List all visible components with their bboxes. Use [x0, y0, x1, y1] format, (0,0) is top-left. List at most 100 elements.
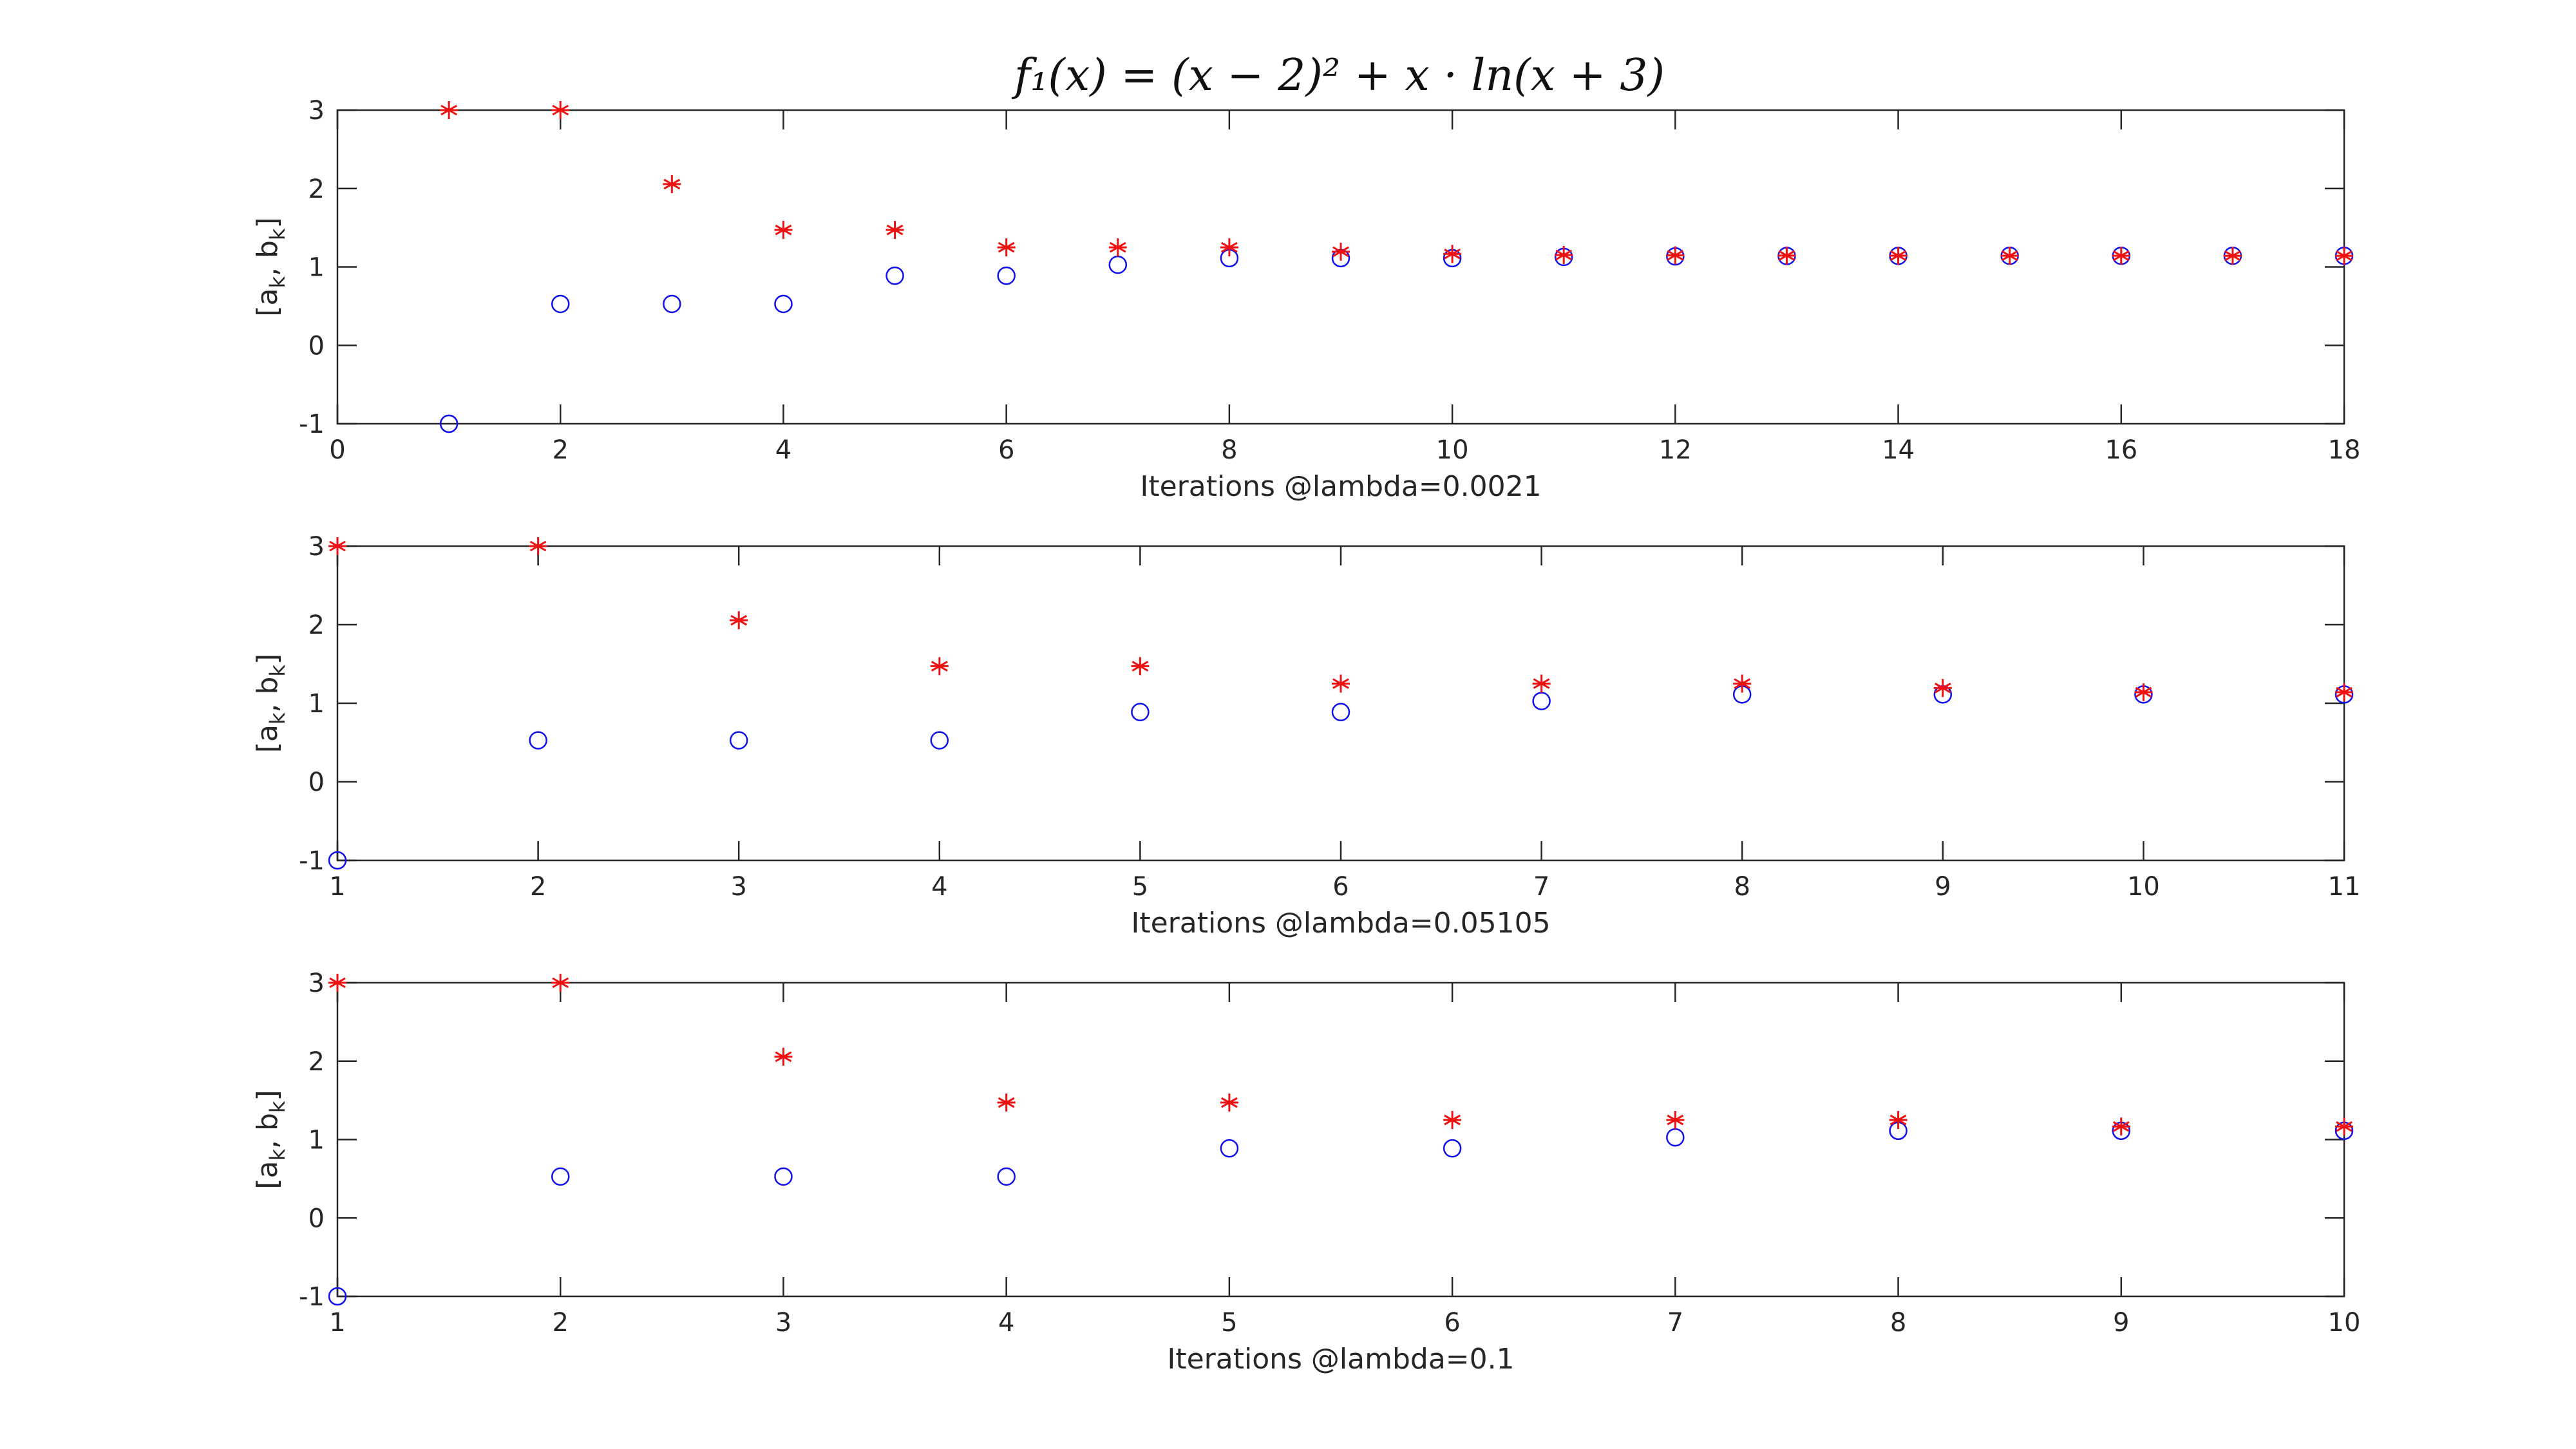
subplot-3: 1 2 3 4 5 6 7 8 9 10 -1 0 1 2 3 Iterations @lambda=0.1 [… — [251, 969, 2360, 1376]
y-axis-label-part: [a — [251, 724, 284, 753]
y-axis-label-part: k — [265, 276, 290, 289]
data-point-asterisk — [328, 537, 346, 555]
data-point-circle — [774, 294, 793, 314]
series-circle — [328, 1121, 2354, 1306]
y-axis-label-part: k — [265, 1149, 290, 1161]
x-tick-label: 2 — [530, 872, 546, 902]
x-tick-label: 0 — [329, 435, 345, 465]
data-point-asterisk — [2134, 683, 2153, 701]
data-point-asterisk — [440, 101, 459, 119]
y-tick-label: 3 — [308, 969, 325, 998]
data-point-circle — [328, 851, 347, 870]
x-tick-label: 9 — [1935, 872, 1951, 902]
data-point-circle — [551, 1167, 570, 1186]
data-point-circle — [529, 731, 547, 750]
data-point-circle — [551, 294, 570, 314]
data-point-asterisk — [1443, 245, 1462, 263]
data-point-asterisk — [2335, 247, 2353, 265]
series-asterisk — [328, 537, 2353, 701]
x-tick-label: 3 — [730, 872, 746, 902]
x-tick-label: 9 — [2113, 1308, 2129, 1338]
series-circle — [328, 685, 2354, 870]
data-point-asterisk — [997, 1094, 1016, 1112]
x-axis-label: Iterations @lambda=0.05105 — [1131, 907, 1550, 940]
y-tick-label: 0 — [308, 1204, 325, 1233]
x-tick-label: 14 — [1882, 435, 1915, 465]
data-point-asterisk — [1332, 674, 1350, 693]
data-point-circle — [886, 266, 904, 285]
data-point-circle — [1443, 1139, 1462, 1158]
data-point-asterisk — [551, 974, 570, 992]
x-tick-label: 6 — [998, 435, 1014, 465]
data-point-asterisk — [529, 537, 547, 555]
data-point-circle — [1532, 692, 1551, 710]
y-axis-label-part: ] — [251, 654, 284, 665]
y-axis-label-part: , b — [251, 1113, 284, 1149]
x-tick-label: 10 — [2127, 872, 2160, 902]
x-tick-label: 4 — [775, 435, 791, 465]
data-point-asterisk — [774, 1047, 793, 1066]
data-point-asterisk — [328, 974, 346, 992]
x-tick-label: 8 — [1221, 435, 1237, 465]
y-axis-label: [ak, bk] — [251, 1090, 290, 1189]
y-tick-label: 3 — [308, 532, 325, 562]
data-point-asterisk — [1532, 674, 1551, 693]
data-point-asterisk — [1220, 1094, 1238, 1112]
x-tick-label: 10 — [1436, 435, 1469, 465]
x-tick-label: 7 — [1533, 872, 1549, 902]
data-point-asterisk — [2223, 247, 2242, 265]
data-point-asterisk — [2335, 683, 2353, 701]
y-axis-label: [ak, bk] — [251, 217, 290, 316]
data-point-asterisk — [2335, 1117, 2353, 1136]
x-tick-label: 2 — [552, 1308, 568, 1338]
data-point-circle — [729, 731, 748, 750]
x-tick-label: 4 — [931, 872, 947, 902]
data-point-asterisk — [1108, 238, 1127, 257]
series-asterisk — [328, 974, 2353, 1136]
data-point-asterisk — [1733, 674, 1752, 693]
y-axis-label: [ak, bk] — [251, 654, 290, 753]
data-point-circle — [663, 294, 681, 314]
y-tick-label: 1 — [308, 253, 325, 283]
data-point-asterisk — [1332, 242, 1350, 261]
y-axis-label-part: k — [265, 665, 290, 677]
data-point-asterisk — [1889, 246, 1908, 265]
data-point-circle — [1220, 1139, 1239, 1158]
data-point-circle — [1666, 1128, 1685, 1147]
y-tick-label: 0 — [308, 768, 325, 797]
x-tick-label: 10 — [2328, 1308, 2361, 1338]
data-point-asterisk — [2112, 1117, 2130, 1136]
x-tick-label: 12 — [1659, 435, 1692, 465]
data-point-circle — [997, 266, 1016, 285]
y-tick-label: 2 — [308, 611, 325, 640]
y-axis-label-part: [a — [251, 1161, 284, 1189]
subplot-2: 1 2 3 4 5 6 7 8 9 10 11 -1 0 1 2 3 Iterations @lambda=0.… — [251, 532, 2360, 940]
x-tick-label: 5 — [1221, 1308, 1237, 1338]
y-axis-label-part: ] — [251, 1090, 284, 1101]
x-axis-label: Iterations @lambda=0.1 — [1167, 1343, 1514, 1376]
x-axis-label: Iterations @lambda=0.0021 — [1140, 470, 1541, 503]
y-axis-label-part: ] — [251, 217, 284, 228]
data-point-asterisk — [730, 611, 748, 630]
y-tick-label: 1 — [308, 689, 325, 719]
y-axis-label-part: k — [265, 228, 290, 240]
data-point-asterisk — [551, 101, 570, 119]
x-tick-label: 1 — [329, 1308, 345, 1338]
data-point-circle — [1108, 255, 1128, 274]
x-tick-label: 7 — [1667, 1308, 1683, 1338]
data-point-asterisk — [1220, 238, 1238, 257]
data-point-circle — [1331, 703, 1350, 721]
x-tick-label: 8 — [1734, 872, 1750, 902]
plot-frame — [336, 981, 2345, 1298]
x-tick-label: 16 — [2105, 435, 2137, 465]
data-point-asterisk — [1443, 1111, 1462, 1130]
data-point-circle — [328, 1287, 347, 1306]
data-point-circle — [1131, 703, 1150, 721]
data-point-asterisk — [1555, 245, 1573, 264]
data-point-asterisk — [1666, 246, 1685, 265]
data-point-asterisk — [1933, 679, 1952, 697]
y-axis-label-part: , b — [251, 677, 284, 713]
y-tick-label: 2 — [308, 175, 325, 204]
x-tick-label: 6 — [1444, 1308, 1460, 1338]
